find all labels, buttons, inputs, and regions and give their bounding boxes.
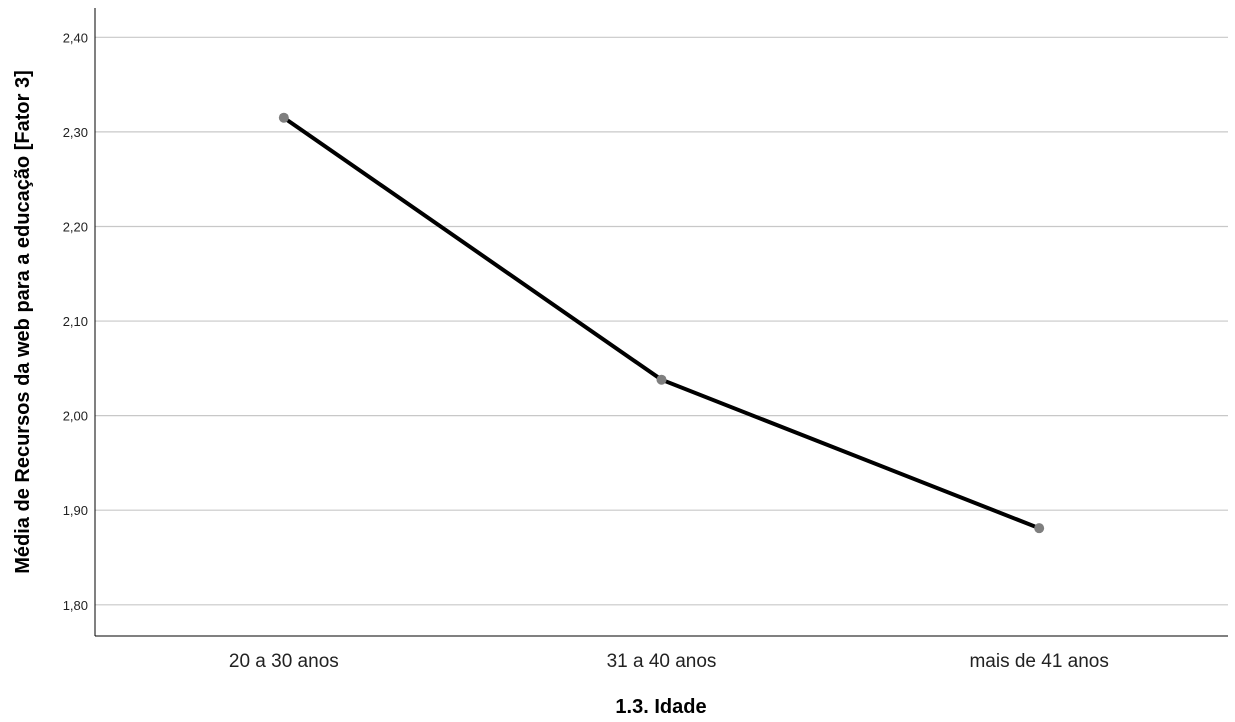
series-layer: [278, 112, 1045, 534]
data-point: [278, 112, 289, 123]
y-tick-label: 2,10: [63, 314, 88, 329]
series-line: [281, 115, 1042, 531]
y-tick-label: 1,90: [63, 503, 88, 518]
y-tick-label: 2,20: [63, 219, 88, 234]
y-tick-labels: 1,80 1,90 2,00 2,10 2,20 2,30 2,40: [63, 30, 88, 612]
x-tick-label: 31 a 40 anos: [607, 651, 717, 672]
x-tick-labels: 20 a 30 anos 31 a 40 anos mais de 41 anos: [229, 651, 1109, 672]
gridlines: [95, 36, 1228, 606]
x-tick-label: mais de 41 anos: [969, 651, 1108, 672]
x-tick-label: 20 a 30 anos: [229, 651, 339, 672]
data-point: [1034, 523, 1045, 534]
data-point: [656, 374, 667, 385]
y-tick-label: 2,30: [63, 125, 88, 140]
y-tick-label: 2,00: [63, 409, 88, 424]
y-axis-title: Média de Recursos da web para a educação…: [12, 70, 34, 574]
x-axis-title: 1.3. Idade: [615, 696, 706, 718]
axes: [94, 8, 1228, 637]
y-tick-label: 1,80: [63, 598, 88, 613]
y-tick-label: 2,40: [63, 30, 88, 45]
